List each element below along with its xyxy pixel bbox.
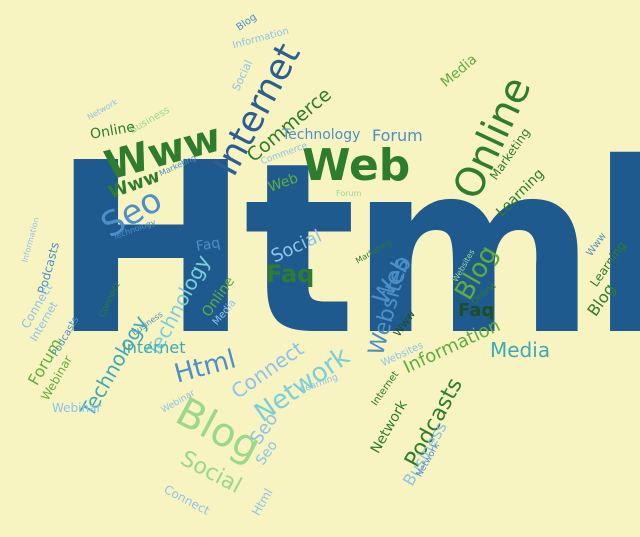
word-faq: Faq xyxy=(194,235,222,255)
word-information-2: Information xyxy=(20,216,42,264)
word-media: Media xyxy=(437,51,481,91)
word-technology: Technology xyxy=(282,127,361,143)
word-network-3: Network xyxy=(367,397,411,457)
word-internet-3: Internet xyxy=(122,338,186,357)
html-main-word: Html xyxy=(52,112,640,387)
word-forum-2: Forum xyxy=(336,189,362,198)
word-webinar-2: Webinar xyxy=(52,401,102,415)
word-connect-4: Connect xyxy=(161,482,213,518)
word-faq-2: Faq xyxy=(266,260,315,288)
word-forum: Forum xyxy=(372,126,423,145)
word-blog: Blog xyxy=(234,11,259,34)
word-faq-3: Faq xyxy=(458,300,495,321)
word-media-3: Media xyxy=(490,338,551,362)
word-html-tiny: Html xyxy=(249,486,276,518)
word-web: Web xyxy=(302,140,411,191)
